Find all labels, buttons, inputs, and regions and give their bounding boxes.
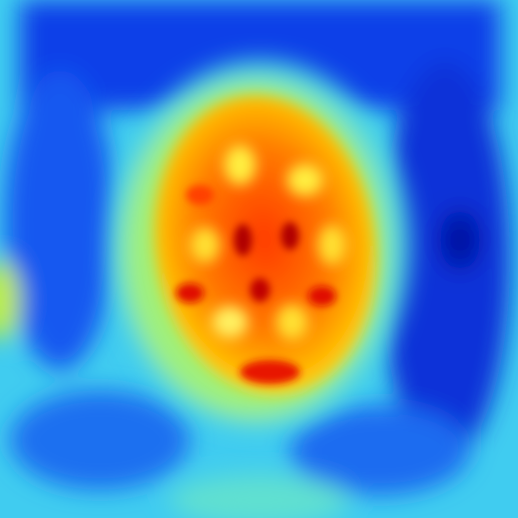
peak	[240, 360, 300, 384]
blue-region	[380, 60, 510, 460]
hole	[224, 145, 256, 185]
deep-blue-spot	[440, 210, 480, 270]
peak	[234, 224, 252, 256]
peak	[176, 283, 204, 303]
holes	[190, 145, 346, 340]
peak	[308, 286, 336, 306]
cyan-region	[170, 475, 350, 518]
core-ellipse	[154, 95, 376, 395]
hole	[287, 164, 323, 196]
yellow-edge	[0, 260, 20, 340]
core	[154, 95, 376, 395]
blue-region	[5, 70, 115, 370]
peaks	[176, 185, 336, 384]
peak	[186, 185, 214, 205]
hole	[276, 304, 308, 340]
blue-region	[10, 390, 190, 490]
peak	[250, 278, 270, 302]
hole	[318, 225, 346, 265]
peak	[281, 222, 299, 250]
hole	[212, 306, 248, 338]
hole	[190, 227, 220, 263]
blue-region	[290, 405, 470, 495]
